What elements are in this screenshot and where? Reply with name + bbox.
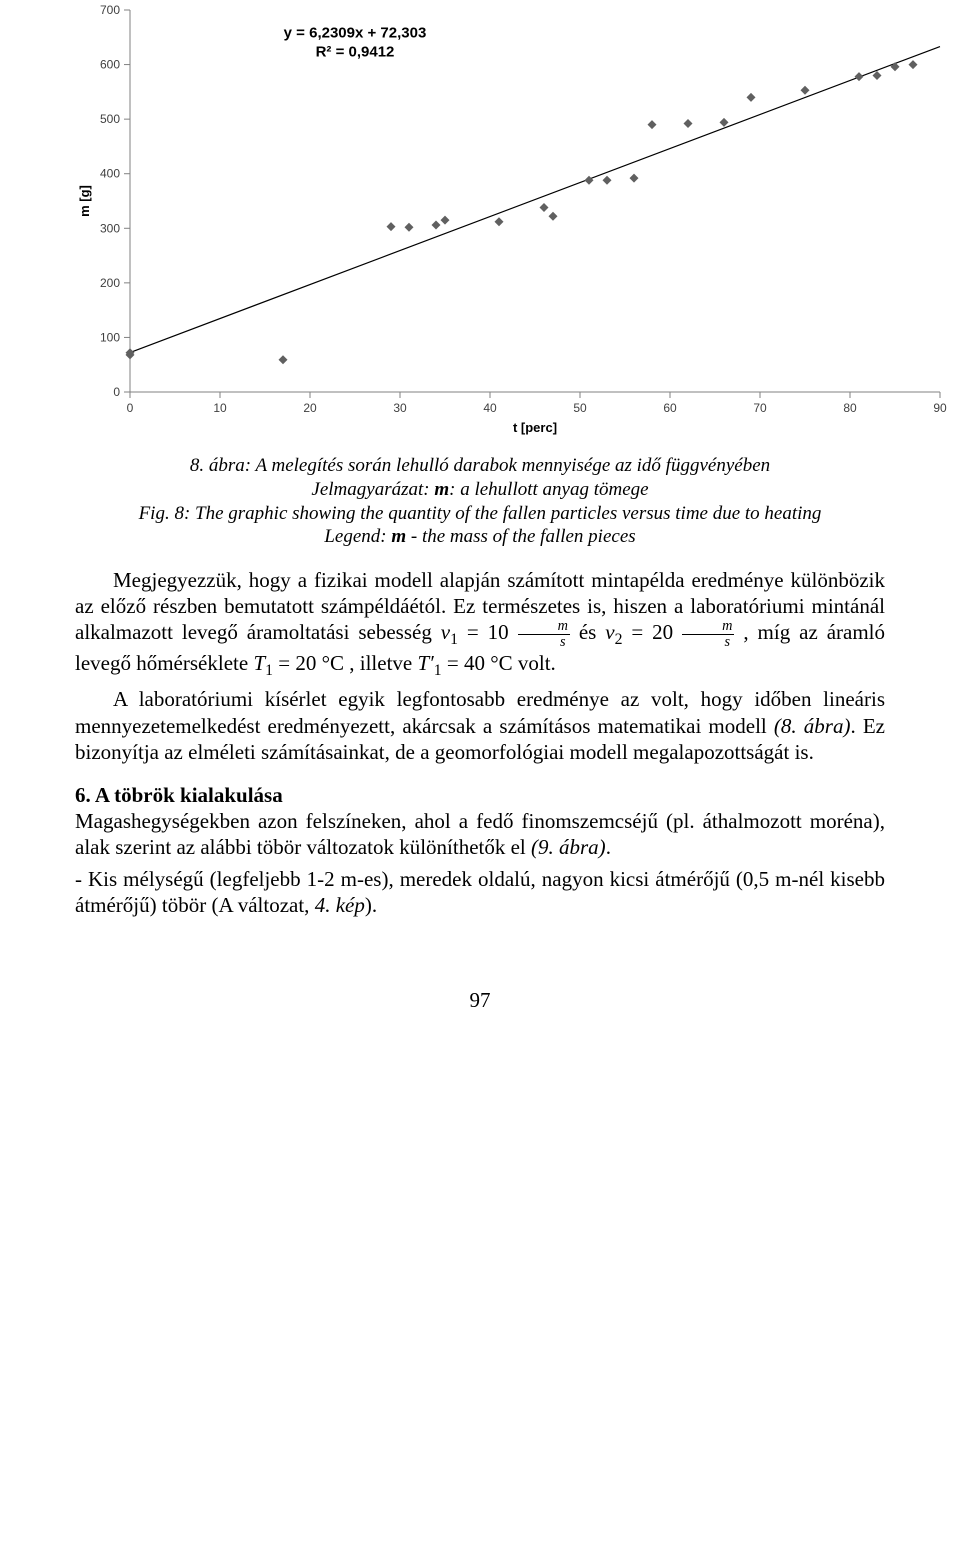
caption-line-4-suffix: - the mass of the fallen pieces	[406, 526, 636, 547]
svg-text:0: 0	[113, 385, 120, 399]
chart-svg: 0 10 20 30 40 50 60 70 80 90 0 100 200 300 400 500 600 70…	[75, 0, 955, 440]
svg-text:30: 30	[393, 401, 407, 415]
paragraph-1: Megjegyezzük, hogy a fizikai modell alap…	[75, 567, 885, 680]
p3-end: .	[606, 835, 611, 859]
svg-text:600: 600	[100, 58, 120, 72]
p1-v2-eq: = 20	[631, 620, 682, 644]
svg-text:10: 10	[213, 401, 227, 415]
p3-ref: (9. ábra)	[531, 835, 606, 859]
p4-ref: 4. kép	[315, 893, 365, 917]
p1-t1p-eq: = 40 °C	[447, 651, 518, 675]
p4-end: ).	[365, 893, 377, 917]
svg-text:40: 40	[483, 401, 497, 415]
p3-text: Magashegységekben azon felszíneken, ahol…	[75, 809, 885, 859]
paragraph-2: A laboratóriumi kísérlet egyik legfontos…	[75, 686, 885, 764]
svg-text:R² = 0,9412: R² = 0,9412	[316, 43, 395, 60]
page-number: 97	[75, 988, 885, 1013]
p1-v1-eq: = 10	[467, 620, 518, 644]
svg-text:0: 0	[127, 401, 134, 415]
fraction-1: ms	[518, 619, 570, 649]
caption-line-4-prefix: Legend:	[324, 526, 391, 547]
fraction-2: ms	[682, 619, 734, 649]
paragraph-3: Magashegységekben azon felszíneken, ahol…	[75, 808, 885, 860]
svg-text:500: 500	[100, 112, 120, 126]
svg-text:70: 70	[753, 401, 767, 415]
svg-text:200: 200	[100, 276, 120, 290]
frac-den-2: s	[682, 635, 734, 649]
svg-text:700: 700	[100, 3, 120, 17]
caption-line-2-suffix: : a lehullott anyag tömege	[449, 479, 648, 500]
p1-t1p-sub: 1	[434, 662, 442, 679]
svg-text:60: 60	[663, 401, 677, 415]
svg-text:t [perc]: t [perc]	[513, 420, 557, 435]
section-6-title: 6. A töbrök kialakulása	[75, 783, 885, 808]
svg-text:50: 50	[573, 401, 587, 415]
caption-line-2-bold: m	[434, 479, 449, 500]
svg-text:300: 300	[100, 221, 120, 235]
paragraph-4: - Kis mélységű (legfeljebb 1-2 m-es), me…	[75, 866, 885, 918]
p1-end: volt.	[518, 651, 556, 675]
p1-t1: T	[253, 651, 265, 675]
caption-line-3: Fig. 8: The graphic showing the quantity…	[139, 503, 822, 524]
p1-v1-sub: 1	[450, 631, 458, 648]
frac-num-2: m	[682, 619, 734, 634]
frac-num: m	[518, 619, 570, 634]
p1-v2: v	[605, 620, 614, 644]
svg-text:90: 90	[933, 401, 947, 415]
svg-text:80: 80	[843, 401, 857, 415]
p1-v1: v	[441, 620, 450, 644]
caption-line-4-bold: m	[391, 526, 406, 547]
p2-text: A laboratóriumi kísérlet egyik legfontos…	[75, 687, 885, 737]
p1-t1-sub: 1	[265, 662, 273, 679]
svg-text:400: 400	[100, 167, 120, 181]
frac-den: s	[518, 635, 570, 649]
svg-text:m [g]: m [g]	[77, 185, 92, 217]
p1-ill: , illetve	[349, 651, 417, 675]
p1-t1-eq: = 20 °C	[278, 651, 349, 675]
figure-caption: 8. ábra: A melegítés során lehulló darab…	[75, 454, 885, 549]
svg-text:20: 20	[303, 401, 317, 415]
p1-and: és	[579, 620, 605, 644]
scatter-chart: 0102030405060708090010020030040050060070…	[75, 0, 885, 450]
p1-v2-sub: 2	[615, 631, 623, 648]
svg-text:100: 100	[100, 330, 120, 344]
p2-ref: (8. ábra)	[774, 714, 851, 738]
caption-line-1: 8. ábra: A melegítés során lehulló darab…	[190, 455, 770, 476]
p4-text: - Kis mélységű (legfeljebb 1-2 m-es), me…	[75, 867, 885, 917]
caption-line-2-prefix: Jelmagyarázat:	[311, 479, 434, 500]
p1-t1p: T	[417, 651, 429, 675]
svg-text:y = 6,2309x + 72,303: y = 6,2309x + 72,303	[284, 24, 427, 41]
